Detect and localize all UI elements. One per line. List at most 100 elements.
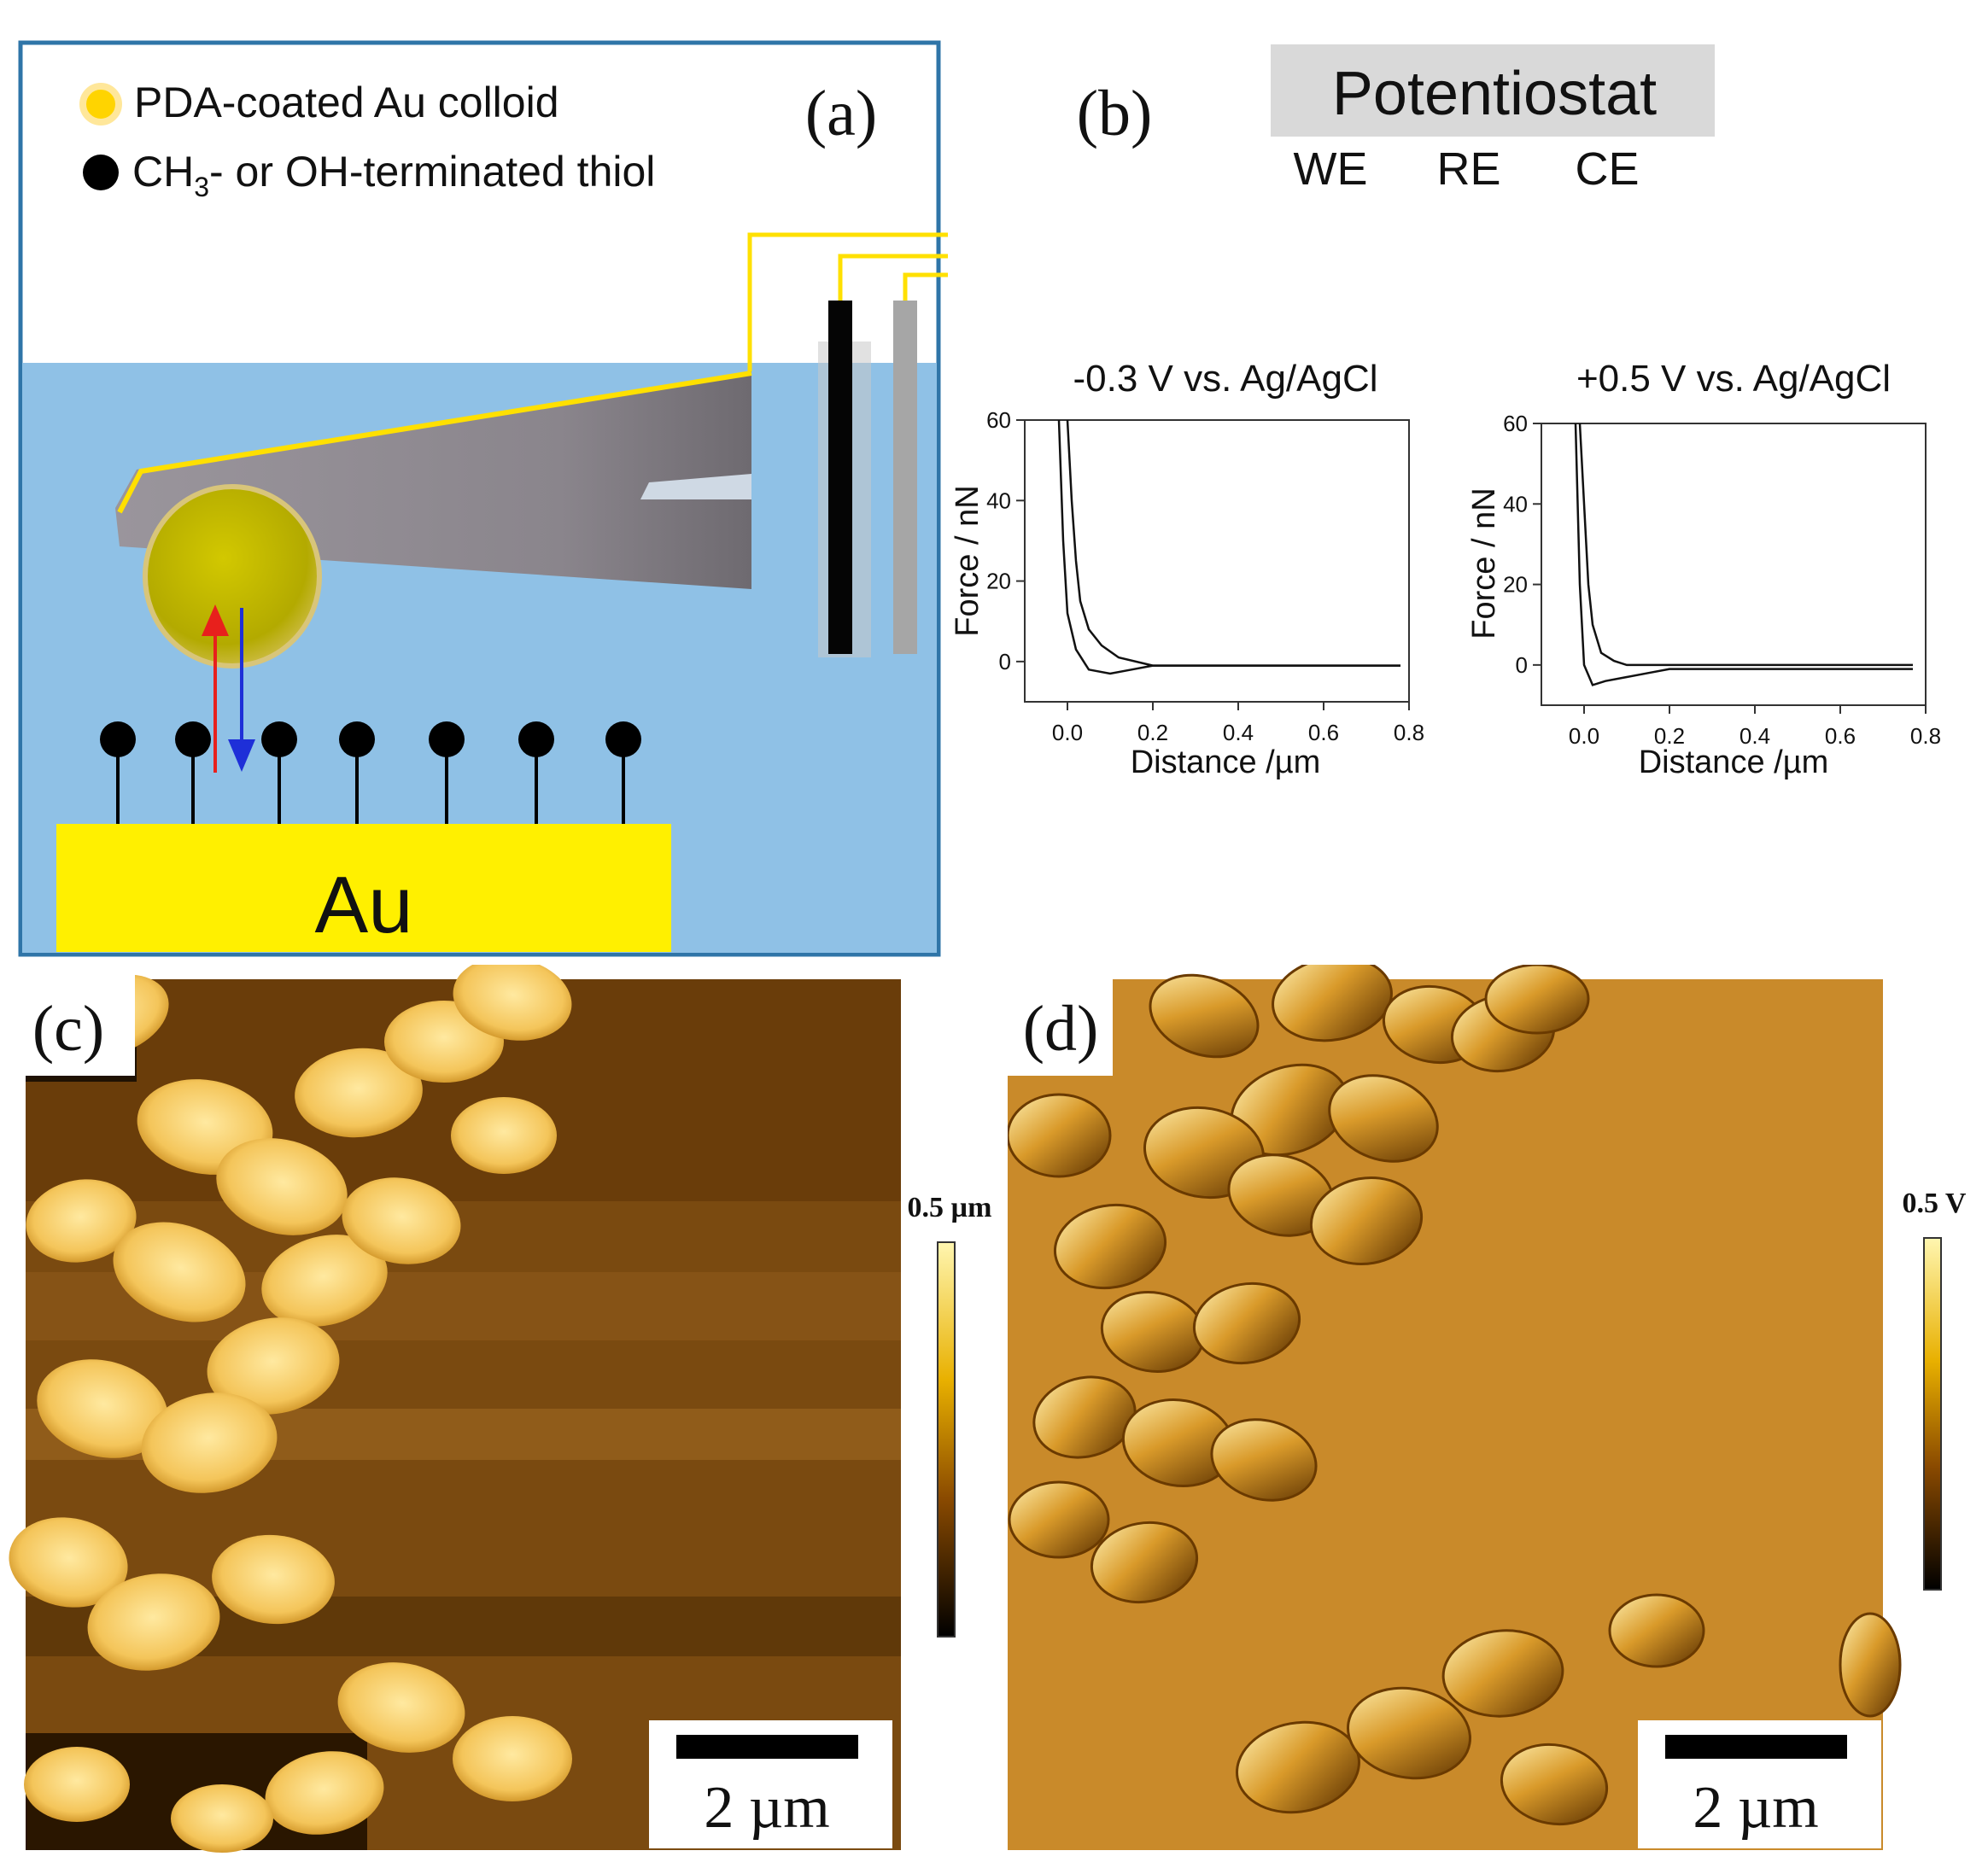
colorbar-d bbox=[1923, 1237, 1942, 1591]
panel-d: (d) 0.5 V 2 µm bbox=[1006, 955, 1988, 1870]
bacterium-cell bbox=[1309, 1176, 1424, 1266]
x-tick-label: 0.2 bbox=[1137, 720, 1168, 745]
colorbar-c-label: 0.5 µm bbox=[908, 1192, 992, 1223]
x-tick-label: 0.4 bbox=[1223, 720, 1254, 745]
scalebar-c bbox=[676, 1735, 858, 1759]
force-curve-approach bbox=[1578, 423, 1913, 667]
cantilever-gap bbox=[640, 474, 751, 499]
y-tick-label: 40 bbox=[986, 487, 1011, 513]
afm-amplitude-image: (d) 0.5 V 2 µm bbox=[1006, 955, 1967, 1850]
bacterium-cell bbox=[1053, 1203, 1167, 1290]
bacterium-cell bbox=[1008, 1480, 1110, 1559]
plot-2-xlabel: Distance /µm bbox=[1639, 744, 1829, 780]
electrode-we-label: WE bbox=[1294, 143, 1368, 195]
y-tick-label: 20 bbox=[1503, 572, 1528, 598]
bacterium-cell bbox=[171, 1784, 273, 1853]
bacterium-cell bbox=[342, 1177, 461, 1264]
bacterium-cell bbox=[37, 1359, 168, 1458]
panel-b-label: (b) bbox=[1077, 78, 1153, 149]
substrate-label: Au bbox=[315, 860, 413, 949]
bacterium-cell bbox=[337, 1662, 465, 1753]
legend-colloid-text: PDA-coated Au colloid bbox=[134, 79, 559, 126]
panel-a-diagram: Au PDA-coated Au colloid CH3- or OH-term… bbox=[18, 40, 1651, 957]
bacterium-cell bbox=[9, 1517, 128, 1608]
colorbar-d-label: 0.5 V bbox=[1903, 1188, 1967, 1219]
scalebar-d bbox=[1665, 1735, 1847, 1759]
potentiostat-label: Potentiostat bbox=[1332, 60, 1657, 128]
bacterium-cell bbox=[1839, 1612, 1902, 1718]
bacterium-cell bbox=[87, 1573, 220, 1671]
panel-c-label-box bbox=[0, 965, 135, 1076]
reference-electrode bbox=[828, 301, 852, 654]
bacterium-cell bbox=[265, 1751, 384, 1835]
bacterium-cell bbox=[1032, 1375, 1137, 1459]
x-tick-label: 0.0 bbox=[1569, 723, 1599, 749]
bacterium-cell bbox=[1090, 1521, 1199, 1604]
bacterium-cell bbox=[1328, 1074, 1439, 1163]
bacterium-cell bbox=[26, 1179, 137, 1263]
plot-2-ylabel: Force / nN bbox=[1466, 487, 1502, 639]
au-substrate bbox=[56, 824, 671, 952]
x-tick-label: 0.8 bbox=[1910, 723, 1941, 749]
legend-colloid-icon bbox=[79, 83, 122, 126]
bacterium-cell bbox=[1006, 1093, 1112, 1178]
bacterium-cell bbox=[1149, 973, 1260, 1059]
bacterium-cell bbox=[453, 1716, 572, 1801]
bacterium-cell bbox=[1441, 1629, 1564, 1718]
thiol-layer bbox=[100, 721, 641, 824]
force-plot-2: +0.5 V vs. Ag/AgCl 0.0 0.2 0.4 0.6 0.8 0 20 40 6… bbox=[1466, 358, 1941, 780]
bacterium-cell bbox=[113, 1222, 246, 1322]
force-curve-approach bbox=[1066, 419, 1400, 667]
scalebar-d-label: 2 µm bbox=[1693, 1775, 1818, 1841]
bacterium-cell bbox=[261, 1235, 388, 1327]
panel-c-label: (c) bbox=[32, 993, 104, 1065]
panel-d-label-box bbox=[1008, 965, 1113, 1076]
bacterium-cell bbox=[216, 1138, 348, 1235]
bacterium-cell bbox=[1608, 1593, 1705, 1668]
bacterium-cell bbox=[1347, 1686, 1471, 1780]
y-tick-label: 0 bbox=[1516, 652, 1528, 678]
plot-1-xlabel: Distance /µm bbox=[1131, 744, 1321, 780]
plot-2-title: +0.5 V vs. Ag/AgCl bbox=[1576, 358, 1891, 400]
bacteria-cells-d bbox=[1006, 955, 1902, 1826]
x-tick-label: 0.6 bbox=[1308, 720, 1339, 745]
y-tick-label: 0 bbox=[999, 649, 1011, 674]
y-tick-label: 40 bbox=[1503, 491, 1528, 517]
plot-1-title: -0.3 V vs. Ag/AgCl bbox=[1073, 358, 1377, 400]
force-curve-retract bbox=[1057, 419, 1400, 675]
bacterium-cell bbox=[24, 1747, 130, 1822]
bacterium-cell bbox=[1192, 1281, 1301, 1365]
legend-thiol-icon bbox=[83, 155, 119, 190]
plot-1-ylabel: Force / nN bbox=[950, 485, 985, 636]
electrode-ce-label: CE bbox=[1575, 143, 1639, 195]
y-tick-label: 20 bbox=[986, 569, 1011, 594]
bacterium-cell bbox=[1236, 1720, 1360, 1814]
potentiostat-box bbox=[1271, 44, 1715, 137]
x-tick-label: 0.0 bbox=[1052, 720, 1083, 745]
arrow-down-head-icon bbox=[228, 739, 255, 772]
afm-height-image: (c) 0.5 µm 2 µm bbox=[0, 957, 992, 1853]
x-tick-label: 0.2 bbox=[1654, 723, 1685, 749]
bacterium-cell bbox=[451, 1097, 557, 1174]
x-tick-label: 0.4 bbox=[1740, 723, 1770, 749]
bacterium-cell bbox=[212, 1534, 335, 1625]
force-curve-retract bbox=[1574, 423, 1913, 686]
electrode-re-label: RE bbox=[1436, 143, 1500, 195]
bacterium-cell bbox=[1210, 1418, 1318, 1502]
colorbar-c bbox=[937, 1241, 956, 1638]
counter-electrode bbox=[893, 301, 917, 654]
scalebar-c-label: 2 µm bbox=[704, 1775, 829, 1841]
legend-thiol-text: CH3- or OH-terminated thiol bbox=[132, 148, 655, 202]
bacterium-cell bbox=[295, 1048, 423, 1138]
cantilever-coating bbox=[117, 371, 752, 514]
y-tick-label: 60 bbox=[1503, 411, 1528, 436]
bacterium-cell bbox=[1484, 963, 1590, 1035]
bacteria-cells-c bbox=[9, 957, 880, 1853]
force-plot-1: -0.3 V vs. Ag/AgCl 0.0 0.2 0.4 0.6 0.8 0 20 40 6… bbox=[950, 358, 1424, 780]
pda-coated-au-colloid bbox=[143, 484, 322, 668]
bacterium-cell bbox=[141, 1392, 278, 1493]
panel-c: (c) 0.5 µm 2 µm bbox=[0, 957, 1008, 1870]
y-tick-label: 60 bbox=[986, 407, 1011, 433]
bacterium-cell bbox=[1500, 1743, 1609, 1826]
panel-a-label: (a) bbox=[805, 78, 877, 149]
